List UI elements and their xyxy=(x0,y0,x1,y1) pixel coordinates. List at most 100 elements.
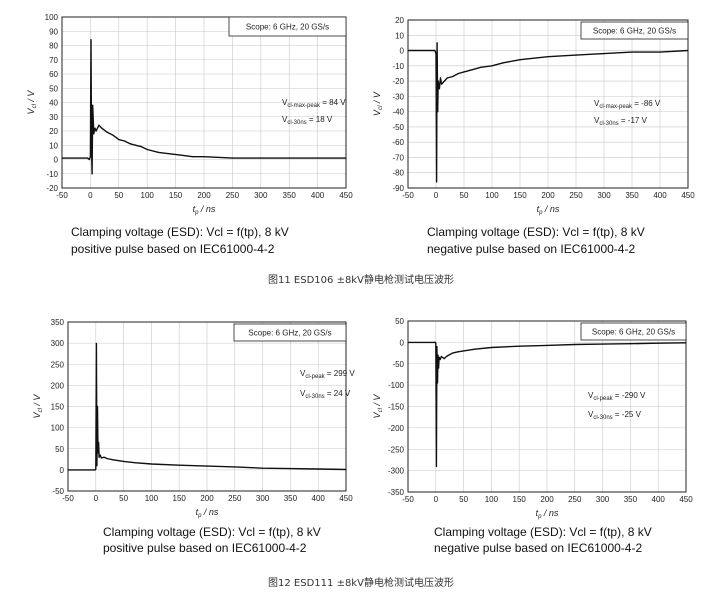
data-point xyxy=(180,154,182,156)
data-point xyxy=(93,469,95,471)
data-point xyxy=(95,342,97,345)
data-point xyxy=(443,80,445,82)
caption-line-2: negative pulse based on IEC61000-4-2 xyxy=(434,541,642,555)
x-tick-label: 450 xyxy=(681,191,695,200)
caption-line-1: Clamping voltage (ESD): Vcl = f(tp), 8 k… xyxy=(103,525,321,539)
data-point xyxy=(123,460,125,463)
data-point xyxy=(157,151,160,153)
data-point xyxy=(629,343,632,345)
y-tick-label: -50 xyxy=(392,123,404,132)
y-tick-label: 350 xyxy=(51,318,65,327)
y-tick-label: -40 xyxy=(392,108,404,117)
data-point xyxy=(111,459,114,461)
x-tick-label: 150 xyxy=(173,494,187,503)
x-tick-label: 300 xyxy=(597,191,611,200)
y-tick-label: 0 xyxy=(400,47,405,56)
data-point xyxy=(94,127,96,129)
y-tick-label: -10 xyxy=(46,170,58,179)
data-point xyxy=(93,133,95,135)
series-line xyxy=(68,342,347,471)
data-point xyxy=(98,456,100,458)
y-tick-label: 0 xyxy=(60,466,65,475)
data-point xyxy=(434,341,436,343)
data-point xyxy=(91,173,93,175)
y-tick-label: 50 xyxy=(49,84,58,93)
x-axis-label: tp / ns xyxy=(537,204,560,216)
y-tick-label: -20 xyxy=(46,184,58,193)
data-point xyxy=(443,358,445,360)
y-tick-label: -350 xyxy=(388,488,405,497)
y-tick-label: 30 xyxy=(49,113,58,122)
data-point xyxy=(95,130,97,132)
y-tick-label: 60 xyxy=(49,70,58,79)
data-point xyxy=(100,457,102,459)
y-tick-label: 0 xyxy=(400,338,405,347)
x-tick-label: -50 xyxy=(402,495,414,504)
x-tick-label: 450 xyxy=(339,494,353,503)
x-tick-label: 150 xyxy=(513,191,527,200)
data-point xyxy=(437,367,440,369)
y-tick-label: 0 xyxy=(54,156,59,165)
x-tick-label: 0 xyxy=(434,191,439,200)
y-tick-label: 100 xyxy=(51,424,65,433)
data-point xyxy=(457,351,459,353)
data-point xyxy=(67,469,69,471)
scope-label: Scope: 6 GHz, 20 GS/s xyxy=(593,27,676,36)
data-point xyxy=(106,131,109,134)
x-axis-label: tp / ns xyxy=(196,507,219,519)
caption-line-2: positive pulse based on IEC61000-4-2 xyxy=(71,242,275,256)
data-point xyxy=(685,342,687,344)
data-point xyxy=(435,342,437,344)
series-line xyxy=(408,341,687,468)
data-point xyxy=(436,346,438,348)
scope-label: Scope: 6 GHz, 20 GS/s xyxy=(592,328,675,337)
data-point xyxy=(657,342,659,344)
data-point xyxy=(547,56,549,58)
caption-line-1: Clamping voltage (ESD): Vcl = f(tp), 8 k… xyxy=(71,225,289,239)
x-tick-label: 300 xyxy=(256,494,270,503)
data-point xyxy=(289,468,291,470)
x-tick-label: 400 xyxy=(653,191,667,200)
y-tick-label: 90 xyxy=(49,27,58,36)
data-point xyxy=(435,181,438,183)
y-tick-label: 80 xyxy=(49,42,58,51)
x-tick-label: 400 xyxy=(311,191,325,200)
scope-label: Scope: 6 GHz, 20 GS/s xyxy=(248,329,331,338)
x-tick-label: 200 xyxy=(541,191,555,200)
annotation-text: Vcl-max-peak = -86 V xyxy=(594,99,661,110)
data-point xyxy=(90,144,93,146)
y-tick-label: 300 xyxy=(51,339,65,348)
x-tick-label: 150 xyxy=(513,495,527,504)
x-tick-label: 400 xyxy=(652,495,666,504)
y-tick-label: -200 xyxy=(388,424,405,433)
scope-label-box xyxy=(233,323,347,342)
data-point xyxy=(602,343,604,345)
y-tick-label: 20 xyxy=(395,16,404,25)
x-tick-label: 50 xyxy=(460,191,469,200)
annotation-text: Vcl-30ns = 18 V xyxy=(282,115,333,126)
data-point xyxy=(575,54,577,56)
data-point xyxy=(439,358,441,361)
data-point xyxy=(117,459,119,462)
data-point xyxy=(463,71,465,73)
x-tick-label: 300 xyxy=(254,191,268,200)
data-point xyxy=(463,350,465,352)
x-tick-label: 0 xyxy=(434,495,439,504)
data-point xyxy=(441,83,443,85)
data-point xyxy=(101,127,103,129)
x-tick-label: 200 xyxy=(540,495,554,504)
data-point xyxy=(438,88,440,90)
y-tick-label: 200 xyxy=(51,381,65,390)
data-point xyxy=(92,104,94,106)
y-tick-label: 250 xyxy=(51,360,65,369)
data-point xyxy=(97,441,100,444)
data-point xyxy=(317,157,319,159)
x-tick-label: 0 xyxy=(88,191,93,200)
chart-esd111-negative: -50 0 50 100 150 200 250 300 350 400 450 -350 -300 -2… xyxy=(372,317,693,520)
data-point xyxy=(518,345,520,347)
data-point xyxy=(231,157,233,159)
y-axis-label: Vcl / V xyxy=(372,394,384,419)
data-point xyxy=(452,75,454,78)
x-tick-label: 250 xyxy=(226,191,240,200)
x-tick-label: 300 xyxy=(596,495,610,504)
